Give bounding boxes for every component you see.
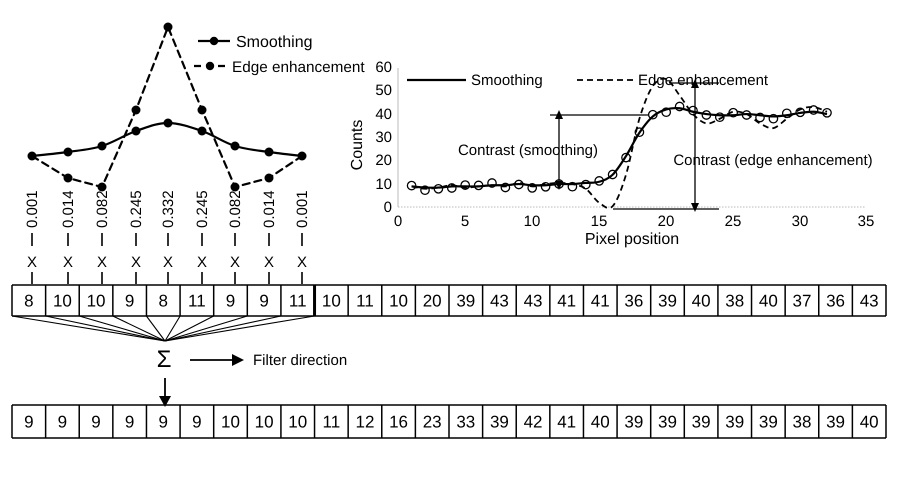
svg-text:Σ: Σ (157, 346, 172, 373)
svg-text:36: 36 (826, 291, 845, 310)
svg-text:50: 50 (375, 82, 392, 99)
svg-text:Edge enhancement: Edge enhancement (232, 59, 365, 76)
svg-text:0.332: 0.332 (160, 190, 177, 228)
svg-text:15: 15 (591, 213, 608, 230)
svg-text:9: 9 (125, 412, 134, 431)
svg-text:25: 25 (725, 213, 742, 230)
svg-text:Contrast (smoothing): Contrast (smoothing) (458, 142, 598, 159)
svg-text:X: X (97, 254, 107, 271)
svg-text:Filter direction: Filter direction (253, 352, 347, 369)
svg-text:41: 41 (557, 412, 576, 431)
svg-text:X: X (264, 254, 274, 271)
svg-text:41: 41 (591, 291, 610, 310)
svg-text:20: 20 (375, 152, 392, 169)
svg-text:30: 30 (792, 213, 809, 230)
svg-text:8: 8 (24, 291, 33, 310)
svg-text:Smoothing: Smoothing (236, 34, 313, 51)
svg-text:39: 39 (759, 412, 778, 431)
svg-text:39: 39 (692, 412, 711, 431)
svg-text:0.082: 0.082 (227, 190, 244, 228)
svg-text:23: 23 (423, 412, 442, 431)
svg-text:9: 9 (91, 412, 100, 431)
svg-text:10: 10 (524, 213, 541, 230)
svg-text:39: 39 (624, 412, 643, 431)
svg-text:10: 10 (255, 412, 274, 431)
svg-text:X: X (297, 254, 307, 271)
svg-text:10: 10 (375, 176, 392, 193)
svg-text:0.245: 0.245 (128, 190, 145, 228)
svg-text:0: 0 (394, 213, 402, 230)
svg-text:8: 8 (159, 291, 168, 310)
svg-text:20: 20 (658, 213, 675, 230)
svg-text:38: 38 (792, 412, 811, 431)
svg-text:0.001: 0.001 (24, 190, 41, 228)
svg-text:X: X (163, 254, 173, 271)
svg-text:40: 40 (860, 412, 879, 431)
svg-text:X: X (27, 254, 37, 271)
svg-text:41: 41 (557, 291, 576, 310)
svg-text:36: 36 (624, 291, 643, 310)
svg-text:42: 42 (524, 412, 543, 431)
svg-text:43: 43 (524, 291, 543, 310)
svg-text:38: 38 (725, 291, 744, 310)
svg-text:9: 9 (125, 291, 134, 310)
svg-text:39: 39 (456, 291, 475, 310)
svg-text:60: 60 (375, 59, 392, 76)
svg-text:40: 40 (591, 412, 610, 431)
svg-text:40: 40 (375, 106, 392, 123)
svg-text:X: X (230, 254, 240, 271)
svg-text:11: 11 (356, 291, 374, 310)
svg-text:0.245: 0.245 (194, 190, 211, 228)
svg-text:10: 10 (288, 412, 307, 431)
svg-text:5: 5 (461, 213, 469, 230)
svg-text:43: 43 (860, 291, 879, 310)
svg-text:0.014: 0.014 (60, 190, 77, 228)
svg-text:9: 9 (24, 412, 33, 431)
svg-text:X: X (63, 254, 73, 271)
svg-text:33: 33 (456, 412, 475, 431)
svg-text:16: 16 (389, 412, 408, 431)
svg-text:11: 11 (323, 412, 341, 431)
svg-text:10: 10 (389, 291, 408, 310)
svg-text:9: 9 (159, 412, 168, 431)
svg-text:X: X (197, 254, 207, 271)
svg-text:9: 9 (226, 291, 235, 310)
svg-text:39: 39 (658, 291, 677, 310)
svg-text:9: 9 (58, 412, 67, 431)
svg-text:10: 10 (53, 291, 72, 310)
svg-text:39: 39 (725, 412, 744, 431)
svg-text:0.014: 0.014 (261, 190, 278, 228)
svg-text:9: 9 (259, 291, 268, 310)
svg-text:37: 37 (792, 291, 811, 310)
svg-text:10: 10 (87, 291, 106, 310)
svg-text:20: 20 (423, 291, 442, 310)
svg-text:11: 11 (188, 291, 206, 310)
svg-text:9: 9 (192, 412, 201, 431)
svg-text:0.001: 0.001 (294, 190, 311, 228)
svg-text:X: X (131, 254, 141, 271)
svg-text:39: 39 (490, 412, 509, 431)
svg-text:Counts: Counts (349, 120, 366, 171)
svg-text:Smoothing: Smoothing (471, 72, 543, 89)
svg-text:43: 43 (490, 291, 509, 310)
svg-text:0.082: 0.082 (94, 190, 111, 228)
svg-text:39: 39 (658, 412, 677, 431)
svg-text:Contrast (edge enhancement): Contrast (edge enhancement) (673, 152, 872, 169)
svg-text:39: 39 (826, 412, 845, 431)
svg-text:10: 10 (221, 412, 240, 431)
svg-text:12: 12 (355, 412, 374, 431)
svg-text:11: 11 (289, 291, 307, 310)
svg-text:30: 30 (375, 129, 392, 146)
svg-text:40: 40 (692, 291, 711, 310)
svg-text:0: 0 (384, 199, 392, 216)
svg-text:35: 35 (858, 213, 875, 230)
svg-text:10: 10 (322, 291, 341, 310)
svg-text:Edge enhancement: Edge enhancement (638, 72, 769, 89)
svg-text:Pixel position: Pixel position (585, 231, 679, 248)
svg-text:40: 40 (759, 291, 778, 310)
